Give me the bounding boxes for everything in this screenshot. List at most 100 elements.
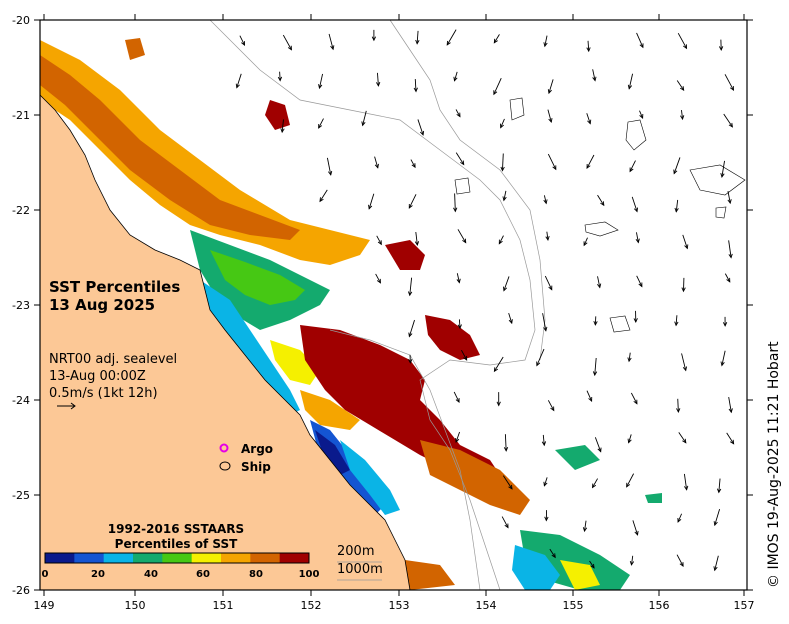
current-arrow-icon xyxy=(501,516,509,528)
current-arrow-icon xyxy=(714,509,721,526)
current-arrowhead-icon xyxy=(720,361,725,367)
colorbar-tick: 20 xyxy=(91,569,105,580)
current-arrow-icon xyxy=(549,548,556,558)
current-arrowhead-icon xyxy=(588,397,593,402)
y-axis-labels: -20 -21 -22 -23 -24 -25 -26 xyxy=(12,14,30,597)
current-arrow-icon xyxy=(504,434,507,451)
current-arrowhead-icon xyxy=(508,484,513,490)
current-arrowhead-icon xyxy=(639,113,644,119)
current-arrow-icon xyxy=(328,33,334,50)
current-arrow-icon xyxy=(500,118,505,128)
current-arrowhead-icon xyxy=(720,172,725,178)
sst-patch-darkorange-top xyxy=(125,38,145,60)
current-arrow-icon xyxy=(586,390,593,402)
current-arrowhead-icon xyxy=(681,287,686,293)
map-title: SST Percentiles xyxy=(49,278,180,296)
current-arrow-icon xyxy=(714,555,719,571)
current-arrow-icon xyxy=(502,153,504,171)
current-arrowhead-icon xyxy=(634,530,639,536)
current-arrow-icon xyxy=(543,195,547,204)
current-arrow-icon xyxy=(683,473,688,490)
current-arrow-icon xyxy=(547,109,552,123)
current-arrowhead-icon xyxy=(677,517,682,523)
colorbar-swatch xyxy=(45,553,75,563)
current-arrowhead-icon xyxy=(591,483,597,489)
x-tick-label: 154 xyxy=(476,599,497,612)
current-arrow-icon xyxy=(727,191,731,204)
current-arrow-icon xyxy=(597,194,605,206)
current-arrowhead-icon xyxy=(455,437,460,443)
colorbar xyxy=(44,552,310,564)
current-arrowhead-icon xyxy=(726,277,731,283)
current-arrowhead-icon xyxy=(408,332,413,338)
current-arrow-icon xyxy=(676,80,685,91)
argo-label: Argo xyxy=(241,442,273,456)
current-arrowhead-icon xyxy=(592,76,597,82)
colorbar-tick: 80 xyxy=(249,569,263,580)
current-arrow-icon xyxy=(279,71,281,81)
current-arrowhead-icon xyxy=(376,278,381,284)
current-arrowhead-icon xyxy=(722,322,728,327)
sst-patch-darkred-centre xyxy=(300,325,500,480)
colorbar-swatch xyxy=(162,553,193,563)
current-arrowhead-icon xyxy=(318,84,323,90)
current-arrow-icon xyxy=(282,34,292,50)
current-arrowhead-icon xyxy=(713,521,718,527)
sst-field xyxy=(40,38,662,590)
current-arrow-icon xyxy=(628,434,632,443)
current-arrowhead-icon xyxy=(419,130,425,136)
current-arrow-icon xyxy=(724,74,734,91)
info-time: 13-Aug 00:00Z xyxy=(49,369,146,384)
sst-patch-yellow-se xyxy=(560,560,600,590)
x-tick-label: 157 xyxy=(734,599,755,612)
current-arrowhead-icon xyxy=(730,439,735,445)
current-arrow-icon xyxy=(415,231,418,246)
current-arrow-icon xyxy=(721,350,726,366)
current-arrow-icon xyxy=(503,276,510,291)
current-arrowhead-icon xyxy=(728,253,733,259)
current-arrowhead-icon xyxy=(593,321,598,326)
current-arrows xyxy=(235,29,735,572)
current-arrow-icon xyxy=(718,478,721,493)
ship-marker-icon xyxy=(219,461,231,471)
current-arrow-icon xyxy=(673,157,681,174)
current-arrowhead-icon xyxy=(547,89,552,95)
x-tick-label: 149 xyxy=(34,599,55,612)
current-arrowhead-icon xyxy=(330,45,335,51)
current-arrowhead-icon xyxy=(287,45,292,51)
current-arrowhead-icon xyxy=(552,165,557,171)
current-arrow-icon xyxy=(461,349,468,361)
x-tick-label: 155 xyxy=(563,599,584,612)
current-arrowhead-icon xyxy=(582,527,588,533)
current-arrow-icon xyxy=(726,432,735,445)
current-arrow-icon xyxy=(410,159,416,168)
y-tick-label: -23 xyxy=(12,299,30,312)
sst-patch-darkorange-se xyxy=(405,560,455,590)
current-arrow-icon xyxy=(594,357,597,376)
current-arrow-icon xyxy=(508,312,513,324)
current-arrowhead-icon xyxy=(374,163,379,169)
current-arrow-icon xyxy=(589,560,595,569)
current-arrowhead-icon xyxy=(408,359,413,364)
current-arrowhead-icon xyxy=(496,401,501,407)
current-arrow-icon xyxy=(548,79,554,94)
current-arrow-icon xyxy=(677,513,683,523)
current-arrow-icon xyxy=(362,110,367,126)
current-arrowhead-icon xyxy=(683,44,688,50)
current-arrow-icon xyxy=(453,391,460,403)
current-arrow-icon xyxy=(587,40,590,52)
current-arrow-icon xyxy=(675,315,678,326)
current-arrowhead-icon xyxy=(455,398,460,403)
current-arrow-icon xyxy=(626,473,635,488)
current-arrow-icon xyxy=(628,73,634,89)
current-arrowhead-icon xyxy=(493,367,499,373)
current-arrow-icon xyxy=(586,113,591,124)
current-arrow-icon xyxy=(546,231,549,240)
y-tick-label: -21 xyxy=(12,109,30,122)
current-arrow-icon xyxy=(586,154,595,169)
current-arrowhead-icon xyxy=(550,406,555,412)
colorbar-ticks: 0 20 40 60 80 100 xyxy=(42,569,320,580)
colorbar-swatch xyxy=(74,553,105,563)
current-arrow-icon xyxy=(678,432,687,443)
sst-patch-cyan-south xyxy=(340,440,400,515)
